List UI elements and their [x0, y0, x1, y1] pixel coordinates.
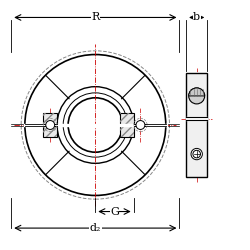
Text: R: R	[91, 12, 100, 22]
Circle shape	[189, 88, 205, 104]
Bar	[44, 113, 57, 137]
Circle shape	[68, 98, 122, 152]
Text: b: b	[193, 12, 200, 22]
Circle shape	[193, 150, 200, 158]
Text: d₂: d₂	[90, 223, 101, 233]
Bar	[44, 113, 57, 137]
Circle shape	[136, 120, 145, 130]
Bar	[186, 73, 207, 177]
Bar	[120, 113, 134, 137]
Wedge shape	[189, 88, 205, 96]
Circle shape	[46, 120, 55, 130]
Circle shape	[191, 148, 202, 160]
Bar	[120, 113, 134, 137]
Text: G: G	[110, 206, 119, 216]
